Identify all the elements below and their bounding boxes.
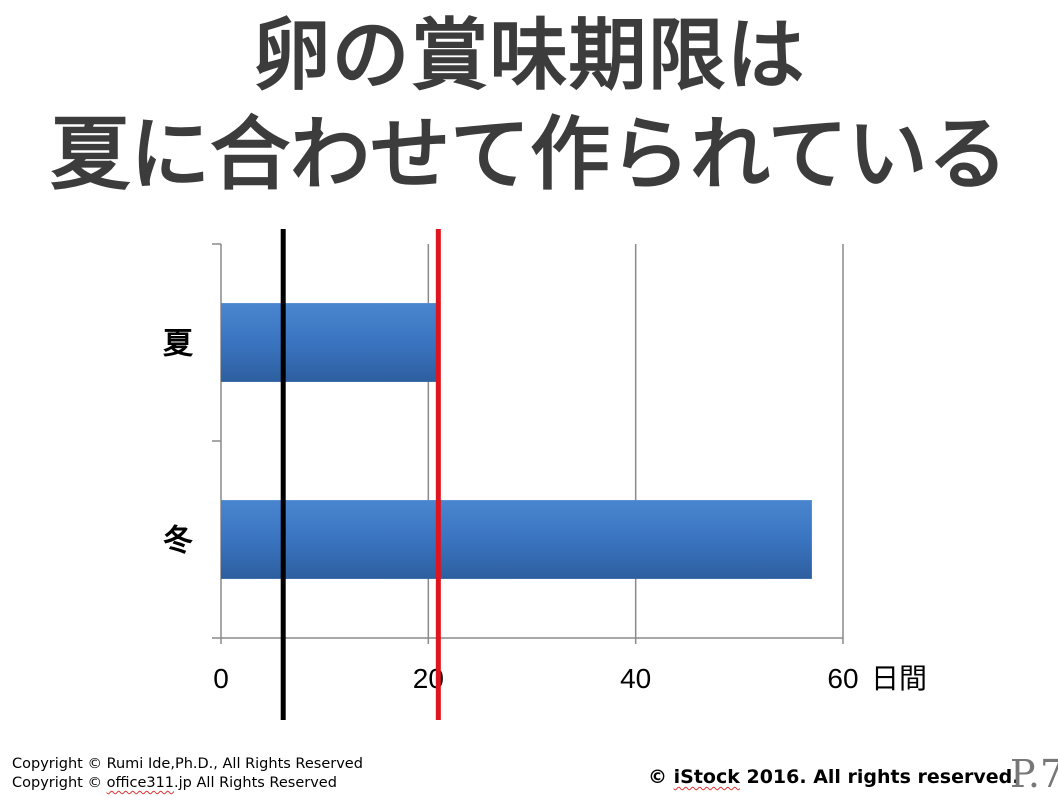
copyright-suffix: .jp All Rights Reserved: [174, 775, 337, 791]
bar-1: [221, 500, 812, 579]
copyright-line-1: Copyright © Rumi Ide,Ph.D., All Rights R…: [12, 756, 363, 772]
bar-chart: 夏冬0 20 40 60 日間: [163, 229, 927, 720]
copyright-office-name: office311: [106, 775, 175, 791]
bar-0: [221, 303, 439, 382]
x-tick-label: 60: [827, 663, 858, 694]
title-line-1: 卵の賞味期限は: [252, 11, 806, 101]
page-number: P.7: [1010, 752, 1058, 796]
category-label: 冬: [163, 524, 193, 559]
istock-name: iStock: [673, 766, 740, 788]
title-line-2: 夏に合わせて作られている: [50, 108, 1008, 201]
copyright-line-2: Copyright © office311.jp All Rights Rese…: [12, 775, 337, 791]
x-axis-unit: 日間: [871, 662, 927, 695]
istock-suffix: 2016. All rights reserved.: [739, 766, 1020, 788]
istock-credit: © iStock 2016. All rights reserved.: [648, 766, 1019, 788]
istock-prefix: ©: [648, 766, 674, 788]
category-label: 夏: [163, 327, 194, 362]
x-tick-label: 0: [213, 663, 229, 694]
copyright-prefix: Copyright ©: [12, 775, 107, 791]
x-tick-label: 40: [620, 663, 651, 694]
